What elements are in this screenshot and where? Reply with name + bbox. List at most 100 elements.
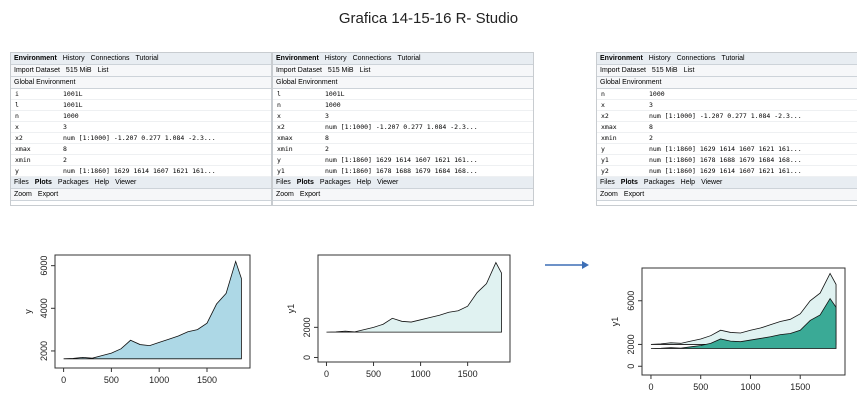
memory[interactable]: 515 MiB	[65, 67, 92, 74]
export[interactable]: Export	[299, 191, 321, 198]
tab[interactable]: History	[62, 55, 85, 62]
plot-toolbar: Zoom Export	[11, 189, 271, 201]
env-row: x2 num [1:1000] -1.207 0.277 1.084 -2.3..…	[597, 111, 857, 122]
var-value: num [1:1860] 1629 1614 1607 1621 161...	[649, 145, 802, 153]
var-name: x	[601, 101, 605, 109]
x-tick-label: 1500	[790, 382, 810, 392]
tab[interactable]: Files	[600, 179, 615, 186]
plot-box	[641, 267, 846, 376]
env-row: xmax 8	[11, 144, 271, 155]
tab[interactable]: Files	[14, 179, 29, 186]
tab[interactable]: Plots	[296, 179, 314, 186]
x-tick-label: 1000	[740, 382, 760, 392]
var-name: x	[15, 123, 19, 131]
var-value: 1001L	[63, 90, 83, 98]
env-tabs: Environment History Connections Tutorial	[273, 53, 533, 65]
var-name: n	[15, 112, 19, 120]
tab[interactable]: Help	[94, 179, 110, 186]
memory[interactable]: 515 MiB	[327, 67, 354, 74]
y-tick-label: 2000	[302, 317, 312, 337]
tab[interactable]: Tutorial	[397, 55, 421, 62]
env-row: y num [1:1860] 1629 1614 1607 1621 161...	[273, 155, 533, 166]
area	[63, 260, 242, 360]
tab[interactable]: Packages	[319, 179, 351, 186]
rstudio-panel: Environment History Connections Tutorial Imp…	[596, 52, 857, 206]
import[interactable]: Import Dataset	[276, 67, 322, 74]
tab[interactable]: Help	[680, 179, 696, 186]
env-row: n 1000	[273, 100, 533, 111]
x-tick-label: 1500	[458, 369, 478, 379]
plot-toolbar: Zoom Export	[273, 189, 533, 201]
area	[326, 261, 502, 333]
tab[interactable]: History	[324, 55, 347, 62]
tab[interactable]: Tutorial	[721, 55, 745, 62]
var-name: xmax	[277, 134, 293, 142]
y-axis-label: y	[23, 309, 33, 314]
list[interactable]: List	[97, 67, 109, 74]
zoom[interactable]: Zoom	[14, 191, 32, 198]
var-value: num [1:1860] 1629 1614 1607 1621 161...	[649, 167, 802, 175]
tab[interactable]: Connections	[352, 55, 392, 62]
tab[interactable]: Packages	[643, 179, 675, 186]
rstudio-panel: Environment History Connections Tutorial Imp…	[272, 52, 534, 206]
y-tick-label: 0	[626, 364, 636, 369]
export[interactable]: Export	[623, 191, 645, 198]
tab[interactable]: Viewer	[115, 179, 137, 186]
tab[interactable]: Viewer	[377, 179, 399, 186]
list[interactable]: List	[359, 67, 371, 74]
x-tick-label: 1500	[197, 375, 217, 385]
tab[interactable]: Connections	[90, 55, 130, 62]
var-name: x2	[277, 123, 285, 131]
scope[interactable]: Global Environment	[276, 79, 338, 86]
var-name: y2	[601, 167, 609, 175]
tab[interactable]: History	[648, 55, 671, 62]
var-value: 2	[325, 145, 329, 153]
arrow-head	[582, 261, 589, 269]
x-tick-label: 500	[104, 375, 119, 385]
tab[interactable]: Connections	[676, 55, 716, 62]
zoom[interactable]: Zoom	[600, 191, 618, 198]
x-tick-label: 1000	[149, 375, 169, 385]
tab[interactable]: Tutorial	[135, 55, 159, 62]
rstudio-panel: Environment History Connections Tutorial Imp…	[10, 52, 272, 206]
var-value: 3	[649, 101, 653, 109]
x-tick-label: 0	[648, 382, 653, 392]
memory[interactable]: 515 MiB	[651, 67, 678, 74]
env-tabs: Environment History Connections Tutorial	[597, 53, 857, 65]
import[interactable]: Import Dataset	[14, 67, 60, 74]
scope[interactable]: Global Environment	[14, 79, 76, 86]
list[interactable]: List	[683, 67, 695, 74]
y-tick-label: 6000	[626, 291, 636, 311]
x-tick-label: 1000	[411, 369, 431, 379]
var-value: 8	[325, 134, 329, 142]
var-name: l	[15, 101, 19, 109]
env-row: xmax 8	[273, 133, 533, 144]
var-value: 1001L	[325, 90, 345, 98]
tab[interactable]: Viewer	[701, 179, 723, 186]
tab[interactable]: Environment	[600, 55, 643, 62]
tab[interactable]: Packages	[57, 179, 89, 186]
tab[interactable]: Help	[356, 179, 372, 186]
import[interactable]: Import Dataset	[600, 67, 646, 74]
tab[interactable]: Plots	[34, 179, 52, 186]
zoom[interactable]: Zoom	[276, 191, 294, 198]
var-value: num [1:1000] -1.207 0.277 1.084 -2.3...	[325, 123, 478, 131]
var-value: 3	[325, 112, 329, 120]
tab[interactable]: Environment	[14, 55, 57, 62]
tab[interactable]: Plots	[620, 179, 638, 186]
var-name: x	[277, 112, 281, 120]
env-toolbar: Import Dataset 515 MiB List	[11, 65, 271, 77]
env-toolbar: Import Dataset 515 MiB List	[273, 65, 533, 77]
tab[interactable]: Environment	[276, 55, 319, 62]
env-row: l 1001L	[273, 89, 533, 100]
files-tabs: Files Plots Packages Help Viewer	[11, 177, 271, 189]
files-tabs: Files Plots Packages Help Viewer	[273, 177, 533, 189]
tab[interactable]: Files	[276, 179, 291, 186]
var-value: num [1:1860] 1629 1614 1607 1621 161...	[63, 167, 216, 175]
y-tick-label: 6000	[39, 256, 49, 276]
scope[interactable]: Global Environment	[600, 79, 662, 86]
env-row: xmin 2	[597, 133, 857, 144]
export[interactable]: Export	[37, 191, 59, 198]
